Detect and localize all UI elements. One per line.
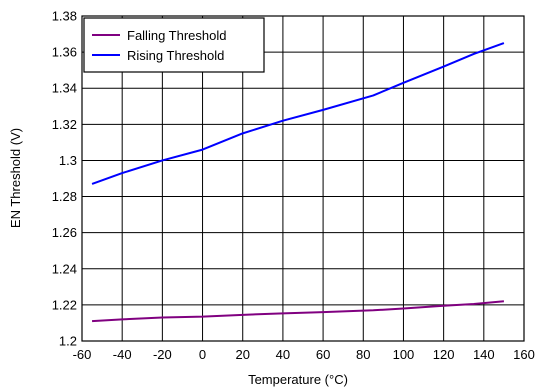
y-tick-label: 1.22 — [52, 297, 77, 312]
legend-label-falling: Falling Threshold — [127, 28, 226, 43]
series-line-falling-threshold — [91, 300, 504, 323]
x-tick-label: 60 — [316, 347, 330, 362]
tick-labels: -60 -40 -20 0 20 40 60 80 100 120 140 160 1.2 1.22 1.2… — [52, 9, 535, 363]
y-tick-label: 1.28 — [52, 189, 77, 204]
x-axis-title: Temperature (°C) — [248, 372, 348, 387]
x-tick-label: 160 — [513, 347, 535, 362]
y-tick-label: 1.32 — [52, 117, 77, 132]
x-tick-label: -40 — [113, 347, 132, 362]
y-axis-title: EN Threshold (V) — [8, 128, 23, 228]
y-tick-label: 1.34 — [52, 81, 77, 96]
y-tick-label: 1.3 — [59, 153, 77, 168]
series-line-rising-threshold — [91, 42, 505, 185]
y-tick-label: 1.2 — [59, 334, 77, 349]
plot-frame — [81, 15, 525, 342]
x-tick-label: 20 — [235, 347, 249, 362]
x-tick-label: 140 — [473, 347, 495, 362]
x-tick-label: -20 — [153, 347, 172, 362]
y-tick-label: 1.36 — [52, 45, 77, 60]
legend-box — [83, 17, 265, 73]
series-group — [91, 42, 505, 323]
x-tick-label: 40 — [276, 347, 290, 362]
y-tick-label: 1.24 — [52, 261, 77, 276]
x-tick-label: 0 — [199, 347, 206, 362]
legend-label-rising: Rising Threshold — [127, 48, 224, 63]
x-tick-label: 100 — [393, 347, 415, 362]
x-tick-label: 80 — [356, 347, 370, 362]
y-tick-label: 1.38 — [52, 9, 77, 24]
x-tick-label: -60 — [73, 347, 92, 362]
y-tick-label: 1.26 — [52, 225, 77, 240]
legend: Falling Threshold Rising Threshold — [83, 17, 265, 73]
x-tick-label: 120 — [433, 347, 455, 362]
